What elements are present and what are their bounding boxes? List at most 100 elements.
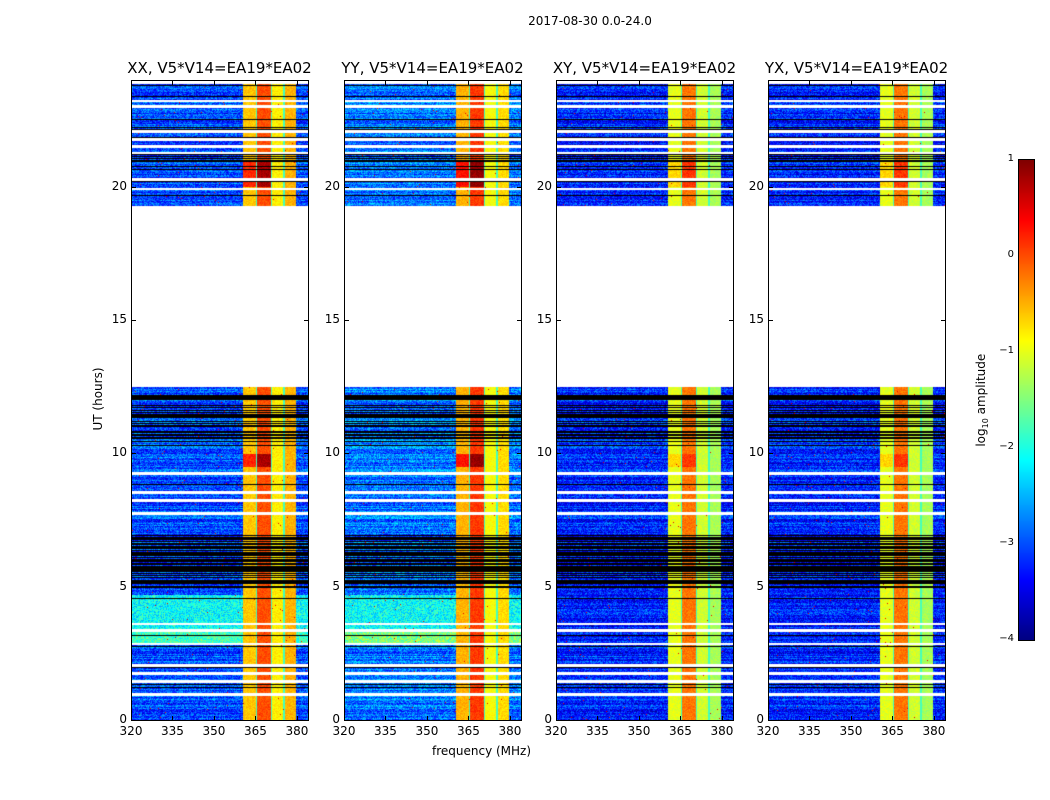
x-tick-label: 365: [669, 724, 692, 738]
y-tick-label: 0: [332, 712, 340, 726]
y-tick-mark: [729, 720, 734, 721]
x-tick-mark: [933, 716, 935, 721]
y-tick-mark: [729, 186, 734, 188]
y-tick-mark: [768, 720, 773, 721]
y-tick-mark: [131, 453, 136, 455]
y-tick-mark: [556, 186, 561, 188]
y-tick-mark: [768, 453, 773, 455]
y-tick-label: 5: [332, 578, 340, 593]
x-tick-mark: [721, 716, 723, 721]
x-tick-label: 320: [544, 724, 568, 738]
y-tick-mark: [131, 586, 136, 588]
y-tick-mark: [131, 320, 136, 321]
x-tick-label: 365: [244, 724, 267, 738]
x-tick-mark: [213, 716, 215, 721]
x-tick-label: 365: [881, 724, 904, 738]
x-tick-mark: [933, 80, 935, 85]
x-tick-mark: [892, 716, 894, 721]
heatmap-panel-xx: [131, 80, 309, 721]
x-tick-label: 380: [710, 724, 734, 738]
x-tick-mark: [768, 716, 769, 721]
x-tick-mark: [597, 80, 599, 85]
x-tick-mark: [768, 80, 769, 85]
colorbar-label: log10 amplitude: [974, 350, 990, 450]
x-tick-mark: [255, 716, 257, 721]
x-tick-mark: [850, 80, 852, 85]
colorbar-tick-label: −3: [999, 537, 1014, 548]
y-tick-mark: [768, 186, 773, 188]
colorbar-tick-label: −1: [999, 345, 1014, 356]
x-tick-label: 350: [415, 724, 439, 738]
heatmap-image: [345, 81, 521, 720]
y-tick-mark: [941, 320, 946, 321]
x-tick-mark: [296, 716, 298, 721]
x-tick-mark: [426, 80, 428, 85]
x-tick-mark: [172, 80, 174, 85]
y-tick-mark: [768, 586, 773, 588]
y-tick-mark: [941, 720, 946, 721]
x-tick-label: 350: [627, 724, 651, 738]
x-tick-label: 320: [119, 724, 143, 738]
x-tick-label: 335: [586, 724, 609, 738]
x-tick-mark: [850, 716, 852, 721]
y-axis-label: UT (hours): [91, 367, 105, 431]
y-tick-label: 20: [111, 178, 127, 193]
x-tick-mark: [509, 716, 511, 721]
x-tick-label: 335: [798, 724, 821, 738]
x-tick-label: 350: [202, 724, 226, 738]
x-tick-label: 380: [285, 724, 309, 738]
y-tick-mark: [131, 186, 136, 188]
x-tick-mark: [638, 716, 640, 721]
y-tick-mark: [344, 720, 349, 721]
y-tick-mark: [517, 586, 522, 588]
y-tick-label: 10: [111, 445, 127, 460]
x-tick-label: 335: [374, 724, 397, 738]
figure-title: 2017-08-30 0.0-24.0: [528, 14, 652, 28]
heatmap-panel-yy: [344, 80, 522, 721]
y-tick-mark: [344, 320, 349, 321]
y-tick-label: 5: [544, 578, 552, 593]
x-tick-mark: [680, 80, 682, 85]
y-tick-label: 20: [748, 178, 764, 193]
y-tick-mark: [517, 720, 522, 721]
x-tick-label: 320: [756, 724, 780, 738]
y-tick-mark: [304, 586, 309, 588]
x-tick-mark: [296, 80, 298, 85]
x-tick-mark: [809, 80, 811, 85]
y-tick-label: 0: [119, 712, 127, 726]
y-tick-label: 0: [756, 712, 764, 726]
x-axis-label: frequency (MHz): [432, 744, 532, 758]
y-tick-mark: [729, 320, 734, 321]
x-tick-mark: [426, 716, 428, 721]
y-tick-label: 10: [748, 445, 764, 460]
x-tick-label: 380: [922, 724, 946, 738]
panel-title: XY, V5*V14=EA19*EA02: [552, 59, 737, 77]
y-tick-mark: [131, 720, 136, 721]
x-tick-mark: [892, 80, 894, 85]
y-tick-label: 15: [748, 312, 764, 326]
heatmap-panel-xy: [556, 80, 734, 721]
y-tick-mark: [729, 586, 734, 588]
panel-title: YY, V5*V14=EA19*EA02: [341, 59, 524, 77]
x-tick-mark: [680, 716, 682, 721]
colorbar-label-prefix: log: [973, 428, 988, 447]
y-tick-mark: [729, 453, 734, 455]
x-tick-mark: [638, 80, 640, 85]
panel-title: YX, V5*V14=EA19*EA02: [764, 59, 949, 77]
y-tick-mark: [344, 586, 349, 588]
x-tick-mark: [255, 80, 257, 85]
y-tick-label: 10: [324, 445, 340, 460]
y-tick-label: 10: [536, 445, 552, 460]
y-tick-mark: [344, 186, 349, 188]
y-tick-mark: [517, 186, 522, 188]
heatmap-image: [557, 81, 733, 720]
x-tick-mark: [131, 80, 132, 85]
colorbar: [1018, 159, 1035, 641]
colorbar-tick-label: 1: [1007, 153, 1014, 164]
colorbar-label-suffix: amplitude: [973, 353, 988, 419]
x-tick-label: 380: [498, 724, 522, 738]
colorbar-tick-label: −2: [999, 441, 1014, 452]
y-tick-mark: [941, 453, 946, 455]
y-tick-label: 15: [324, 312, 340, 326]
x-tick-mark: [597, 716, 599, 721]
